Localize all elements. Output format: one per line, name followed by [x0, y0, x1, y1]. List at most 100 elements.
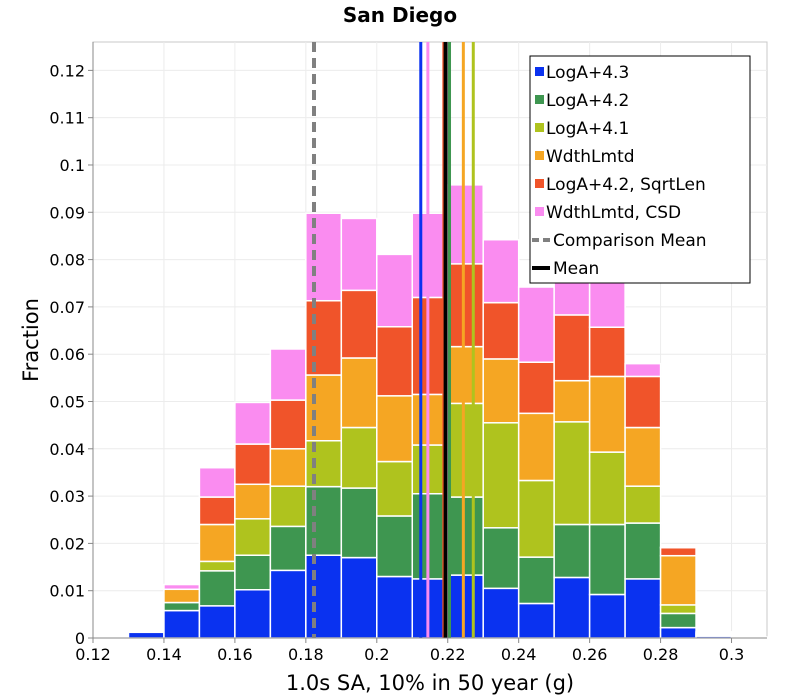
x-tick-label: 0.24	[501, 645, 537, 664]
legend-swatch	[535, 67, 544, 76]
bars-layer	[127, 184, 768, 639]
histogram-bar	[376, 575, 414, 639]
x-axis: 0.12 0.14 0.16 0.18 0.2 0.22 0.24 0.26 0.28 0.3	[75, 637, 767, 664]
reference-lines-layer	[312, 42, 475, 638]
y-tick-label: 0.04	[49, 440, 85, 459]
histogram-bar	[269, 525, 307, 572]
histogram-bar	[234, 589, 272, 639]
histogram-bar	[269, 569, 307, 639]
histogram-bar	[517, 479, 555, 558]
histogram-bar	[163, 609, 201, 639]
histogram-bar	[553, 314, 591, 382]
histogram-bar	[305, 299, 343, 376]
histogram-bar	[482, 358, 520, 424]
histogram-bar	[234, 483, 272, 520]
legend-box	[529, 55, 751, 284]
chart-title: San Diego	[343, 3, 457, 27]
x-tick-label: 0.14	[146, 645, 182, 664]
y-tick-label: 0.07	[49, 298, 85, 317]
x-tick-label: 0.26	[572, 645, 608, 664]
histogram-bar	[588, 451, 626, 526]
x-tick-label: 0.22	[430, 645, 466, 664]
histogram-bar	[198, 466, 236, 498]
legend-label: LogA+4.2, SqrtLen	[546, 175, 706, 195]
histogram-bar	[376, 460, 414, 517]
histogram-bar	[340, 289, 378, 359]
histogram-bar	[376, 326, 414, 397]
histogram-bar	[411, 212, 449, 299]
y-tick-label: 0.09	[49, 203, 85, 222]
histogram-bar	[446, 263, 484, 348]
histogram-bar	[376, 253, 414, 328]
legend: LogA+4.3 LogA+4.2 LogA+4.1 WdthLmtd LogA+4.2…	[529, 55, 751, 284]
histogram-bar	[588, 326, 626, 378]
histogram-bar	[482, 587, 520, 639]
legend-swatch	[535, 95, 544, 104]
y-tick-label: 0.01	[49, 582, 85, 601]
y-tick-label: 0.12	[49, 61, 85, 80]
histogram-bar	[198, 496, 236, 526]
y-tick-label: 0.02	[49, 534, 85, 553]
x-tick-label: 0.3	[719, 645, 744, 664]
legend-label: LogA+4.2	[546, 91, 629, 111]
histogram-bar	[624, 362, 662, 378]
y-axis-label: Fraction	[19, 298, 43, 382]
y-tick-label: 0	[75, 629, 85, 648]
histogram-bar	[305, 485, 343, 556]
histogram-bar	[305, 440, 343, 488]
histogram-bar	[482, 301, 520, 360]
y-tick-label: 0.08	[49, 251, 85, 270]
histogram-bar	[127, 631, 165, 639]
histogram-bar	[624, 485, 662, 524]
histogram-bar	[517, 602, 555, 639]
legend-label: WdthLmtd	[546, 147, 635, 167]
histogram-bar	[411, 393, 449, 446]
histogram-bar	[695, 631, 733, 635]
x-axis-label: 1.0s SA, 10% in 50 year (g)	[286, 671, 574, 695]
histogram-bar	[446, 184, 484, 265]
histogram-bar	[659, 546, 697, 557]
histogram-bar	[624, 522, 662, 580]
histogram-bar	[553, 379, 591, 423]
histogram-bar	[234, 518, 272, 556]
histogram-bar	[446, 574, 484, 639]
histogram-bar	[517, 412, 555, 482]
histogram-bar	[198, 523, 236, 563]
histogram-bar	[624, 426, 662, 487]
histogram-bar	[340, 357, 378, 429]
histogram-bar	[446, 402, 484, 498]
legend-label: Comparison Mean	[553, 231, 707, 251]
histogram-bar	[411, 492, 449, 580]
histogram-bar	[305, 554, 343, 639]
y-tick-label: 0.1	[60, 156, 85, 175]
legend-label: WdthLmtd, CSD	[546, 203, 681, 223]
histogram-bar	[340, 556, 378, 639]
histogram-bar	[376, 515, 414, 578]
histogram-bar	[269, 448, 307, 487]
x-tick-label: 0.2	[364, 645, 389, 664]
histogram-bar	[234, 554, 272, 591]
histogram-bar	[163, 583, 201, 591]
histogram-bar	[305, 212, 343, 302]
legend-label: Mean	[553, 259, 599, 279]
y-axis: 0 0.01 0.02 0.03 0.04 0.05 0.06 0.07 0.08 0.09 0.1…	[49, 42, 94, 648]
histogram-bar	[234, 443, 272, 486]
histogram-bar	[624, 578, 662, 639]
histogram-bar	[411, 296, 449, 396]
legend-swatch	[535, 207, 544, 216]
y-tick-label: 0.05	[49, 392, 85, 411]
x-tick-label: 0.16	[217, 645, 253, 664]
legend-label: LogA+4.1	[546, 119, 629, 139]
histogram-bar	[588, 523, 626, 596]
x-tick-label: 0.18	[288, 645, 324, 664]
histogram-bar	[163, 588, 201, 604]
histogram-bar	[659, 612, 697, 629]
legend-label: LogA+4.3	[546, 63, 629, 83]
histogram-bar	[198, 605, 236, 639]
histogram-bar	[482, 527, 520, 590]
histogram-bar	[553, 523, 591, 579]
histogram-bar	[163, 601, 201, 612]
histogram-bar	[553, 421, 591, 526]
histogram-bar	[340, 426, 378, 489]
